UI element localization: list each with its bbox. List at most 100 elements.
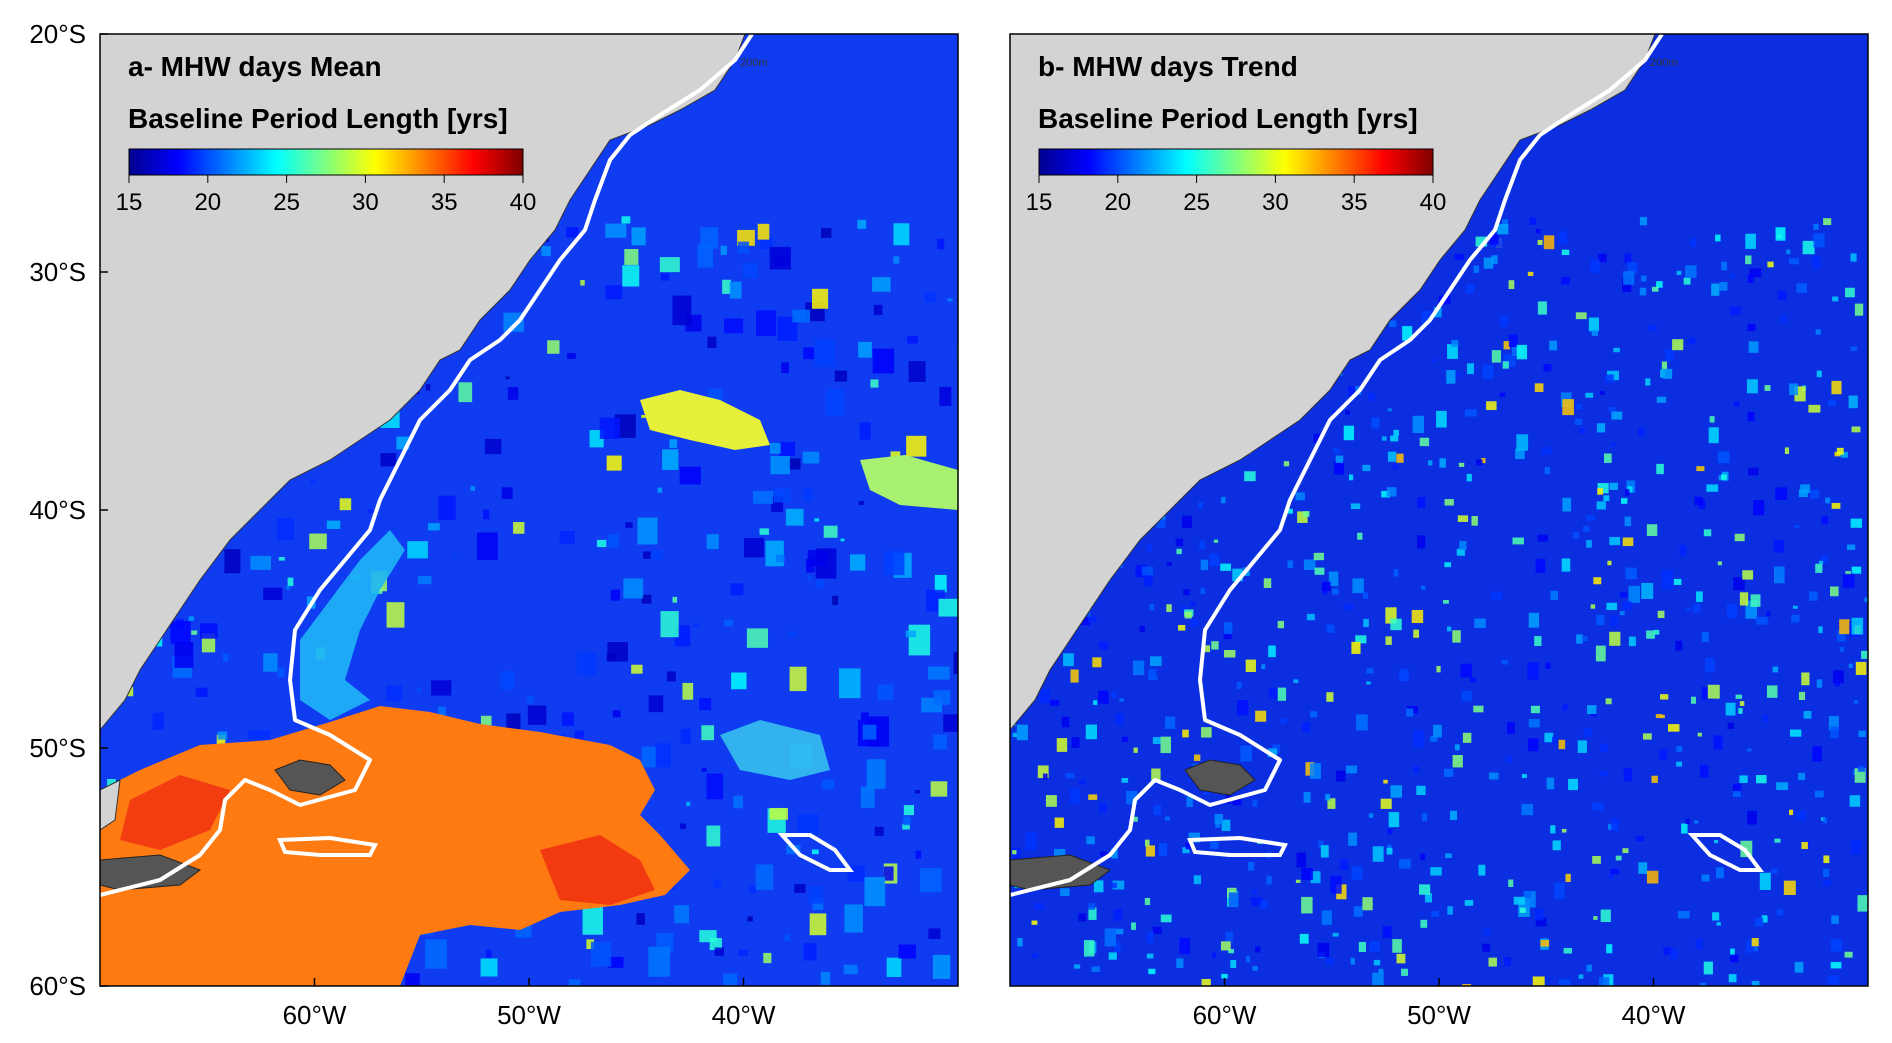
panel-a-shelf-break-line (100, 34, 754, 897)
field-cell (1561, 558, 1571, 572)
field-cell (1203, 645, 1211, 653)
field-cell (872, 277, 891, 292)
field-cell (470, 485, 476, 491)
field-cell (1808, 591, 1818, 601)
field-cell (631, 664, 643, 674)
field-cell (1232, 568, 1243, 582)
field-cell (1624, 516, 1632, 527)
field-cell (679, 466, 702, 485)
panel-a-map: 200m (100, 34, 958, 986)
field-cell (777, 316, 798, 341)
field-cell (1484, 928, 1491, 936)
field-cell (1353, 906, 1363, 917)
field-cell (1380, 798, 1392, 809)
field-cell (405, 973, 420, 986)
field-cell (1420, 853, 1426, 861)
field-cell (1715, 867, 1724, 879)
field-cell (1144, 573, 1153, 587)
field-cell (1348, 832, 1357, 846)
field-cell (339, 498, 352, 511)
field-cell (701, 767, 707, 772)
colorbar-tick-label: 40 (1420, 189, 1447, 216)
field-cell (1078, 913, 1087, 922)
field-cell (1721, 474, 1727, 480)
panel-b-burdwood-bank (1187, 835, 1289, 857)
field-cell (1690, 237, 1696, 247)
x-tick-label: 60°W (283, 1000, 347, 1030)
field-cell (427, 523, 440, 531)
field-cell (1583, 728, 1592, 737)
field-cell (724, 619, 734, 627)
field-cell (1223, 630, 1232, 640)
field-cell (1183, 589, 1190, 596)
field-cell (1592, 855, 1601, 864)
field-cell (1755, 775, 1767, 784)
field-cell (928, 928, 941, 940)
field-cell (1266, 875, 1272, 885)
field-cell (1185, 843, 1193, 850)
field-cell (1600, 909, 1611, 923)
field-cell (1350, 503, 1361, 510)
field-cell (386, 602, 405, 628)
field-cell (1542, 447, 1552, 455)
field-cell (679, 823, 686, 829)
field-cell (730, 583, 744, 596)
field-cell (1372, 972, 1384, 986)
field-cell (1851, 839, 1861, 855)
field-cell (1214, 813, 1224, 825)
field-cell (1575, 312, 1587, 320)
field-cell (1794, 524, 1800, 528)
field-cell (486, 949, 492, 958)
field-cell (1339, 859, 1349, 871)
field-cell (1182, 847, 1190, 854)
field-cell (1025, 832, 1037, 851)
field-cell (1596, 423, 1606, 433)
field-cell (1401, 968, 1408, 976)
field-cell (1796, 283, 1807, 293)
field-cell (905, 630, 916, 638)
field-cell (1676, 761, 1683, 767)
field-cell (753, 490, 774, 504)
field-cell (1597, 488, 1604, 495)
field-cell (1250, 897, 1263, 906)
field-cell (1245, 955, 1251, 963)
field-cell (1228, 892, 1239, 907)
field-cell (1175, 538, 1184, 547)
field-cell (1563, 947, 1572, 954)
field-cell (1677, 911, 1690, 919)
field-cell (924, 291, 936, 303)
field-cell (756, 310, 776, 337)
field-cell (1460, 663, 1472, 678)
field-cell (1638, 427, 1645, 437)
panel-a-yellow-patch-2 (860, 455, 958, 510)
field-cell (1730, 273, 1735, 279)
field-cell (1132, 660, 1145, 676)
field-cell (1071, 737, 1080, 748)
field-cell (1088, 907, 1097, 920)
field-cell (1467, 363, 1474, 375)
field-cell (1491, 350, 1502, 363)
field-cell (1523, 892, 1532, 898)
field-cell (1615, 855, 1622, 861)
field-cell (1730, 954, 1739, 963)
field-cell (807, 575, 812, 581)
field-cell (1012, 848, 1021, 860)
field-cell (1623, 768, 1633, 782)
field-cell (1508, 356, 1516, 367)
field-cell (1775, 487, 1788, 500)
field-cell (1465, 283, 1475, 294)
field-cell (1598, 977, 1610, 986)
field-cell (1639, 287, 1647, 296)
field-cell (1728, 974, 1737, 983)
field-cell (170, 621, 191, 644)
field-cell (1420, 919, 1428, 928)
field-cell (1747, 274, 1754, 283)
field-cell (1439, 458, 1446, 468)
y-tick-label: 30°S (29, 257, 86, 287)
field-cell (1777, 290, 1787, 301)
field-cell (1850, 518, 1862, 528)
field-cell (1823, 218, 1832, 226)
field-cell (693, 623, 699, 628)
field-cell (1851, 426, 1861, 433)
field-cell (1713, 735, 1723, 750)
